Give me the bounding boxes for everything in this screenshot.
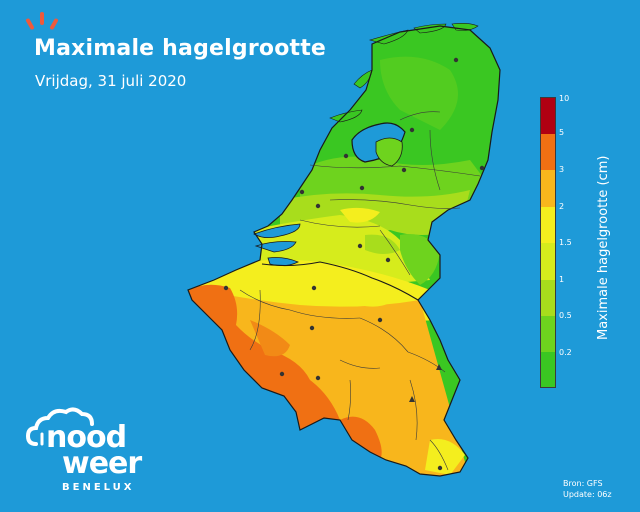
update-line: Update: 06z bbox=[563, 490, 612, 499]
colorbar-tick: 0.2 bbox=[559, 348, 572, 357]
map-title: Maximale hagelgrootte bbox=[34, 36, 327, 61]
colorbar-segment bbox=[541, 134, 555, 170]
colorbar-segment bbox=[541, 170, 555, 207]
colorbar-segment bbox=[541, 243, 555, 280]
colorbar-tick: 5 bbox=[559, 128, 565, 137]
estuary bbox=[254, 241, 297, 253]
colorbar-segment bbox=[541, 352, 555, 387]
estuary bbox=[253, 223, 301, 238]
logo-word-weer: weer bbox=[62, 446, 142, 481]
island bbox=[329, 109, 363, 123]
flevoland bbox=[375, 137, 403, 167]
hail-size-colorbar bbox=[540, 97, 556, 388]
map-subtitle: Vrijdag, 31 juli 2020 bbox=[35, 72, 187, 90]
colorbar-tick: 10 bbox=[559, 94, 570, 103]
logo-word-nood: nood bbox=[46, 420, 127, 455]
colorbar-tick: 2 bbox=[559, 202, 565, 211]
colorbar-tick: 0.5 bbox=[559, 311, 572, 320]
border-nl-be bbox=[261, 261, 419, 301]
noodweer-logo-icon bbox=[25, 407, 94, 446]
province-borders bbox=[239, 111, 481, 471]
logo-word-benelux: BENELUX bbox=[62, 482, 135, 493]
source-info: Bron: GFS Update: 06z bbox=[563, 478, 612, 500]
colorbar-segment bbox=[541, 280, 555, 316]
colorbar-tick: 1 bbox=[559, 275, 565, 284]
colorbar-label: Maximale hagelgrootte (cm) bbox=[596, 155, 611, 340]
coastline bbox=[187, 25, 501, 477]
colorbar-segment bbox=[541, 207, 555, 243]
city-markers bbox=[223, 57, 485, 471]
colorbar-segment bbox=[541, 316, 555, 352]
colorbar-segment bbox=[541, 98, 555, 134]
colorbar-tick: 1.5 bbox=[559, 238, 572, 247]
source-line: Bron: GFS bbox=[563, 479, 603, 488]
colorbar-tick: 3 bbox=[559, 165, 565, 174]
peak-markers bbox=[409, 364, 442, 402]
sun-logo-icon bbox=[26, 12, 58, 30]
